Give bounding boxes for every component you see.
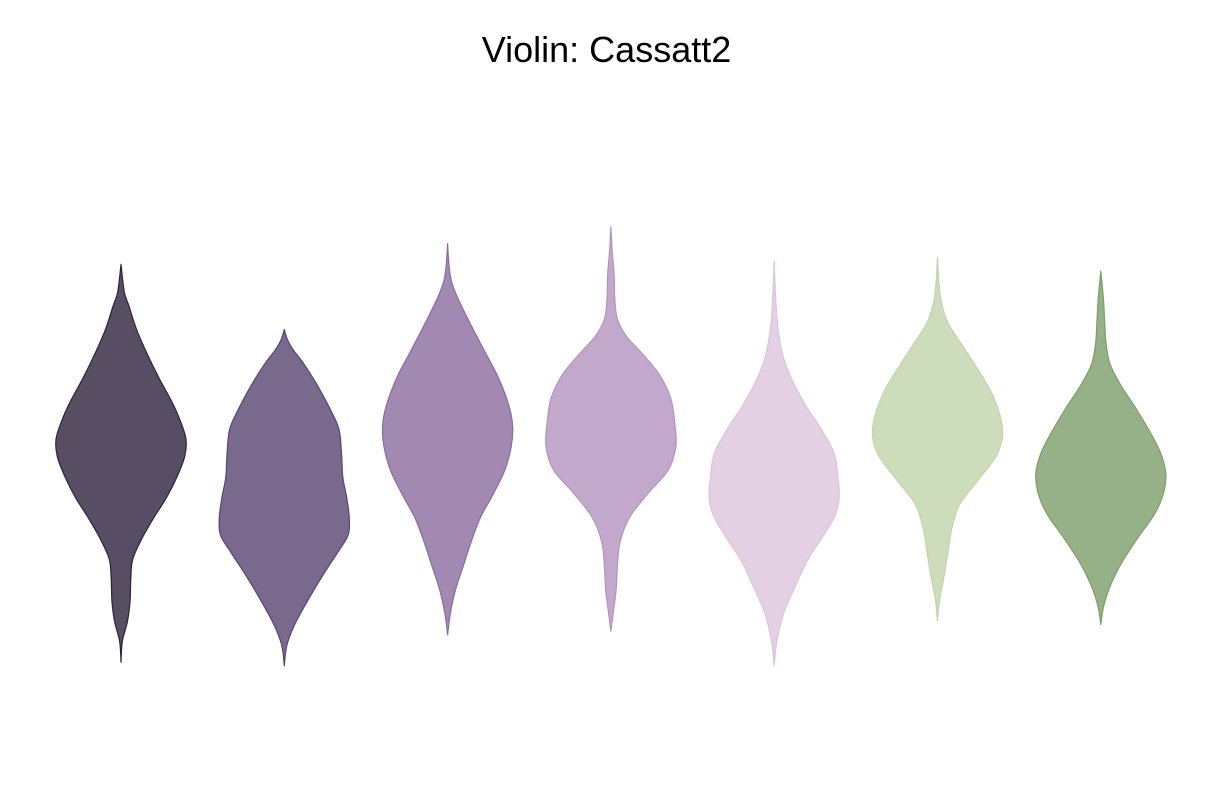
violin-1 [55, 263, 187, 663]
violin-4 [544, 226, 677, 632]
violin-7 [1035, 270, 1167, 626]
violin-3 [381, 243, 514, 636]
violin-6 [871, 256, 1004, 622]
violin-2 [218, 328, 351, 667]
chart-title: Violin: Cassatt2 [481, 29, 732, 70]
violin-5 [708, 260, 840, 667]
